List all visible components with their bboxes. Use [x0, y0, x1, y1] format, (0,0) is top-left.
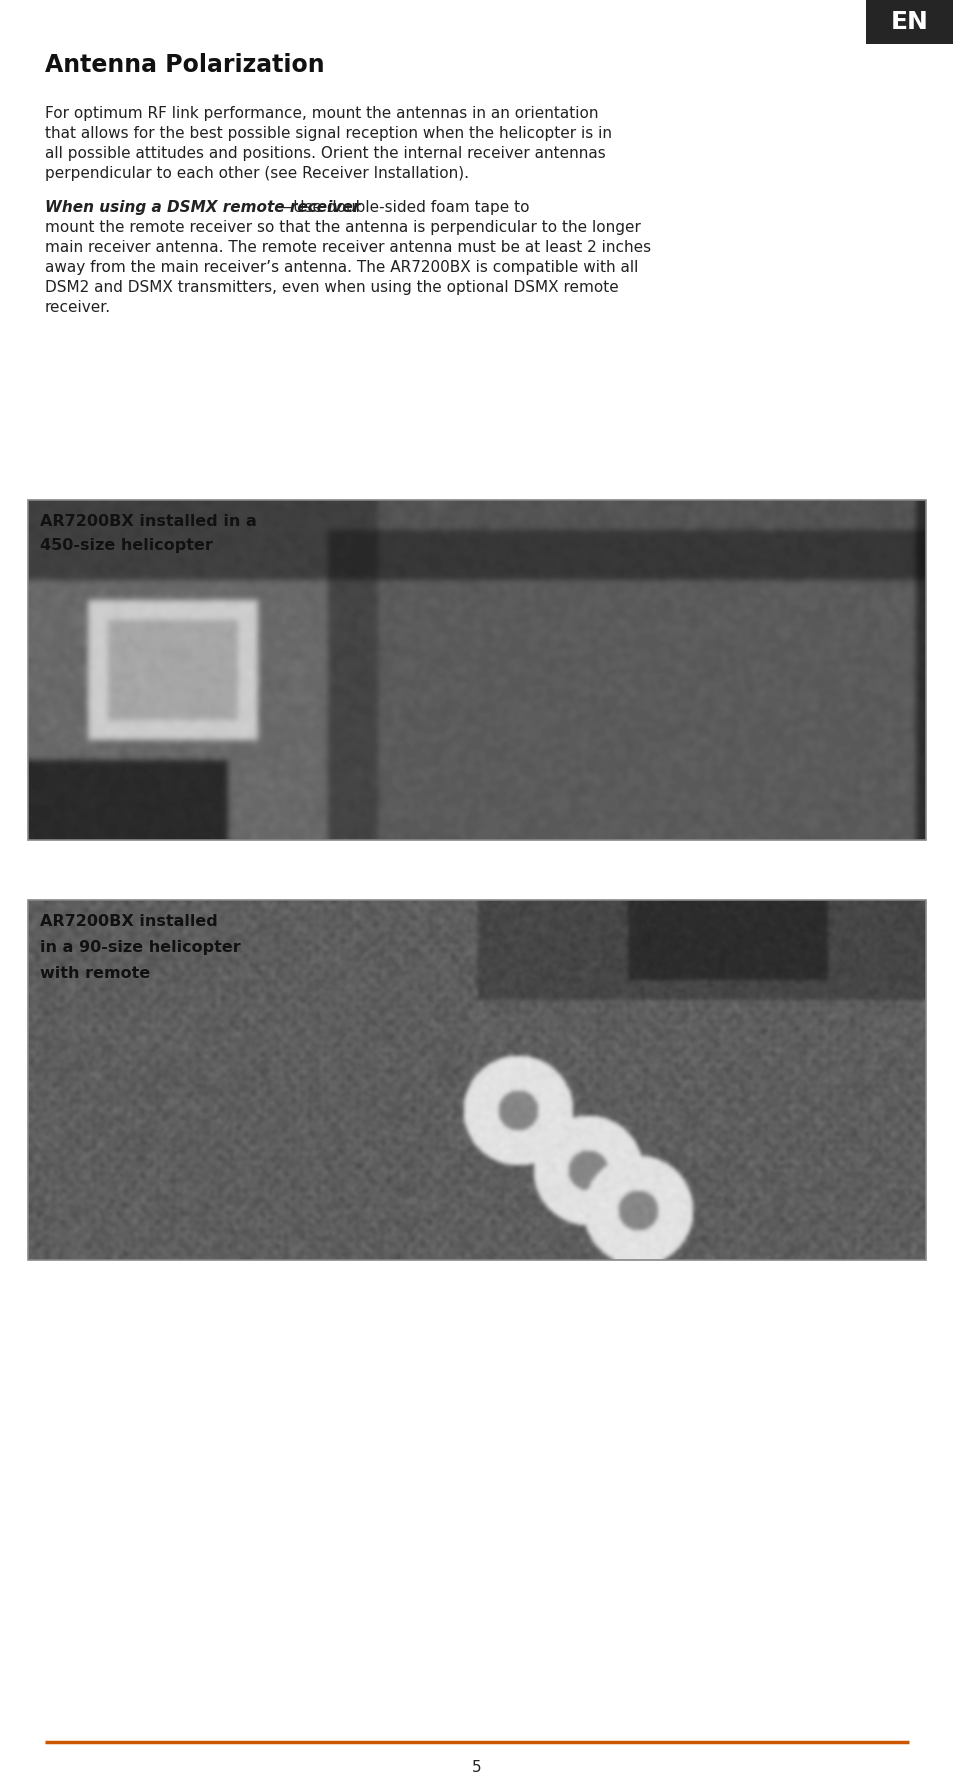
Text: in a 90-size helicopter: in a 90-size helicopter	[40, 940, 240, 954]
Text: Antenna Polarization: Antenna Polarization	[45, 53, 324, 76]
Text: mount the remote receiver so that the antenna is perpendicular to the longer: mount the remote receiver so that the an…	[45, 220, 640, 235]
Text: AR7200BX installed: AR7200BX installed	[40, 913, 217, 929]
Text: main receiver antenna. The remote receiver antenna must be at least 2 inches: main receiver antenna. The remote receiv…	[45, 240, 651, 256]
Text: 5: 5	[472, 1759, 481, 1775]
Text: AR7200BX installed in a: AR7200BX installed in a	[40, 514, 256, 530]
Text: When using a DSMX remote receiver: When using a DSMX remote receiver	[45, 201, 360, 215]
Text: receiver.: receiver.	[45, 300, 111, 315]
Text: For optimum RF link performance, mount the antennas in an orientation: For optimum RF link performance, mount t…	[45, 107, 598, 121]
Text: 450-size helicopter: 450-size helicopter	[40, 538, 213, 553]
Text: EN: EN	[890, 11, 928, 34]
Text: —Use double-sided foam tape to: —Use double-sided foam tape to	[277, 201, 529, 215]
Bar	[28, 899, 925, 1260]
Bar	[28, 499, 925, 841]
Text: all possible attitudes and positions. Orient the internal receiver antennas: all possible attitudes and positions. Or…	[45, 146, 605, 162]
Text: that allows for the best possible signal reception when the helicopter is in: that allows for the best possible signal…	[45, 126, 612, 140]
Text: with remote: with remote	[40, 967, 150, 981]
Text: perpendicular to each other (see Receiver Installation).: perpendicular to each other (see Receive…	[45, 165, 469, 181]
Text: away from the main receiver’s antenna. The AR7200BX is compatible with all: away from the main receiver’s antenna. T…	[45, 259, 638, 275]
Text: DSM2 and DSMX transmitters, even when using the optional DSMX remote: DSM2 and DSMX transmitters, even when us…	[45, 281, 618, 295]
Bar	[865, 0, 953, 44]
